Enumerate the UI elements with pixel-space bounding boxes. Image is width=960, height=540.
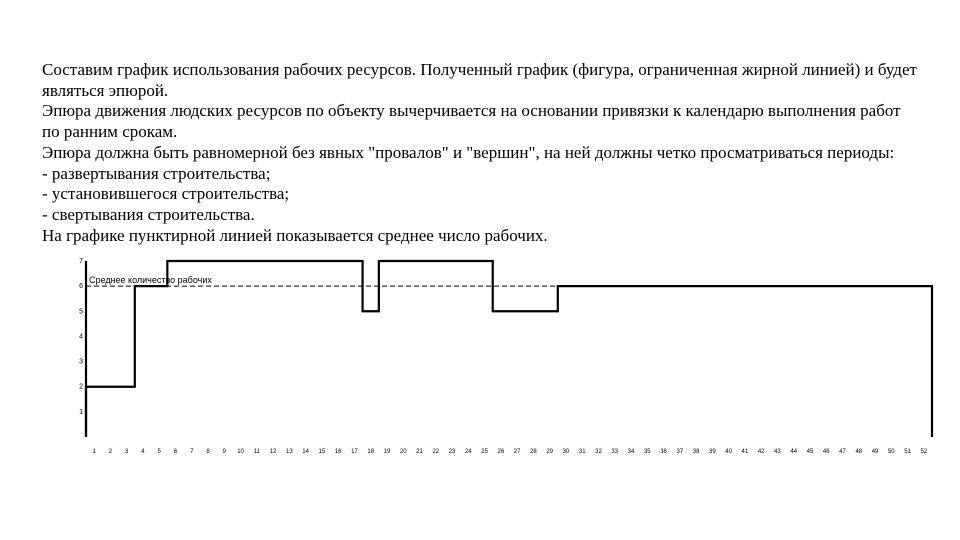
svg-text:28: 28: [530, 449, 537, 455]
svg-text:46: 46: [823, 449, 830, 455]
svg-text:2: 2: [79, 383, 83, 390]
text-line: На графике пунктирной линией показываетс…: [42, 226, 548, 245]
svg-text:34: 34: [628, 449, 635, 455]
svg-text:6: 6: [174, 449, 178, 455]
svg-text:43: 43: [774, 449, 781, 455]
svg-text:2: 2: [109, 449, 113, 455]
svg-text:45: 45: [807, 449, 814, 455]
svg-text:19: 19: [384, 449, 391, 455]
epure-chart: 1234567 12345678910111213141516171819202…: [74, 257, 934, 457]
svg-text:22: 22: [432, 449, 439, 455]
text-bullet: - свертывания строительства.: [42, 205, 255, 224]
svg-text:3: 3: [79, 358, 83, 365]
svg-text:7: 7: [79, 258, 83, 265]
text-bullet: - развертывания строительства;: [42, 164, 270, 183]
svg-text:5: 5: [79, 308, 83, 315]
svg-text:48: 48: [855, 449, 862, 455]
text-line: Эпюра движения людских ресурсов по объек…: [42, 101, 901, 141]
svg-text:32: 32: [595, 449, 602, 455]
svg-text:23: 23: [449, 449, 456, 455]
svg-text:5: 5: [158, 449, 162, 455]
svg-text:47: 47: [839, 449, 846, 455]
svg-text:17: 17: [351, 449, 358, 455]
svg-text:38: 38: [693, 449, 700, 455]
svg-text:24: 24: [465, 449, 472, 455]
svg-text:37: 37: [676, 449, 683, 455]
average-label: Среднее количество рабочих: [89, 275, 212, 285]
svg-text:16: 16: [335, 449, 342, 455]
svg-text:11: 11: [254, 449, 261, 455]
svg-text:27: 27: [514, 449, 521, 455]
svg-text:1: 1: [92, 449, 96, 455]
svg-text:49: 49: [872, 449, 879, 455]
svg-text:26: 26: [498, 449, 505, 455]
svg-text:29: 29: [546, 449, 553, 455]
step-series: [86, 261, 932, 437]
svg-text:35: 35: [644, 449, 651, 455]
text-bullet: - установившегося строительства;: [42, 184, 289, 203]
svg-text:21: 21: [416, 449, 423, 455]
svg-text:25: 25: [481, 449, 488, 455]
svg-text:8: 8: [206, 449, 210, 455]
svg-text:52: 52: [921, 449, 928, 455]
svg-text:40: 40: [725, 449, 732, 455]
chart-svg: 1234567 12345678910111213141516171819202…: [74, 257, 934, 457]
svg-text:18: 18: [367, 449, 374, 455]
svg-text:42: 42: [758, 449, 765, 455]
text-line: Составим график использования рабочих ре…: [42, 60, 917, 100]
svg-text:50: 50: [888, 449, 895, 455]
svg-text:12: 12: [270, 449, 277, 455]
svg-text:39: 39: [709, 449, 716, 455]
y-axis-ticks: 1 2 3 4 5 6 7: [79, 258, 83, 416]
svg-text:14: 14: [302, 449, 309, 455]
svg-text:36: 36: [660, 449, 667, 455]
svg-text:51: 51: [904, 449, 911, 455]
svg-text:31: 31: [579, 449, 586, 455]
svg-text:30: 30: [563, 449, 570, 455]
svg-text:6: 6: [79, 283, 83, 290]
svg-text:3: 3: [125, 449, 129, 455]
text-line: Эпюра должна быть равномерной без явных …: [42, 143, 894, 162]
svg-text:20: 20: [400, 449, 407, 455]
x-axis-ticks: 1234567891011121314151617181920212223242…: [92, 449, 927, 455]
svg-text:4: 4: [141, 449, 145, 455]
svg-text:1: 1: [79, 408, 83, 415]
svg-text:41: 41: [742, 449, 749, 455]
svg-text:9: 9: [223, 449, 227, 455]
svg-text:4: 4: [79, 333, 83, 340]
svg-text:15: 15: [319, 449, 326, 455]
body-text: Составим график использования рабочих ре…: [42, 60, 918, 247]
svg-text:44: 44: [790, 449, 797, 455]
document-page: Составим график использования рабочих ре…: [0, 0, 960, 467]
svg-text:7: 7: [190, 449, 194, 455]
svg-text:13: 13: [286, 449, 293, 455]
svg-text:33: 33: [611, 449, 618, 455]
svg-text:10: 10: [237, 449, 244, 455]
